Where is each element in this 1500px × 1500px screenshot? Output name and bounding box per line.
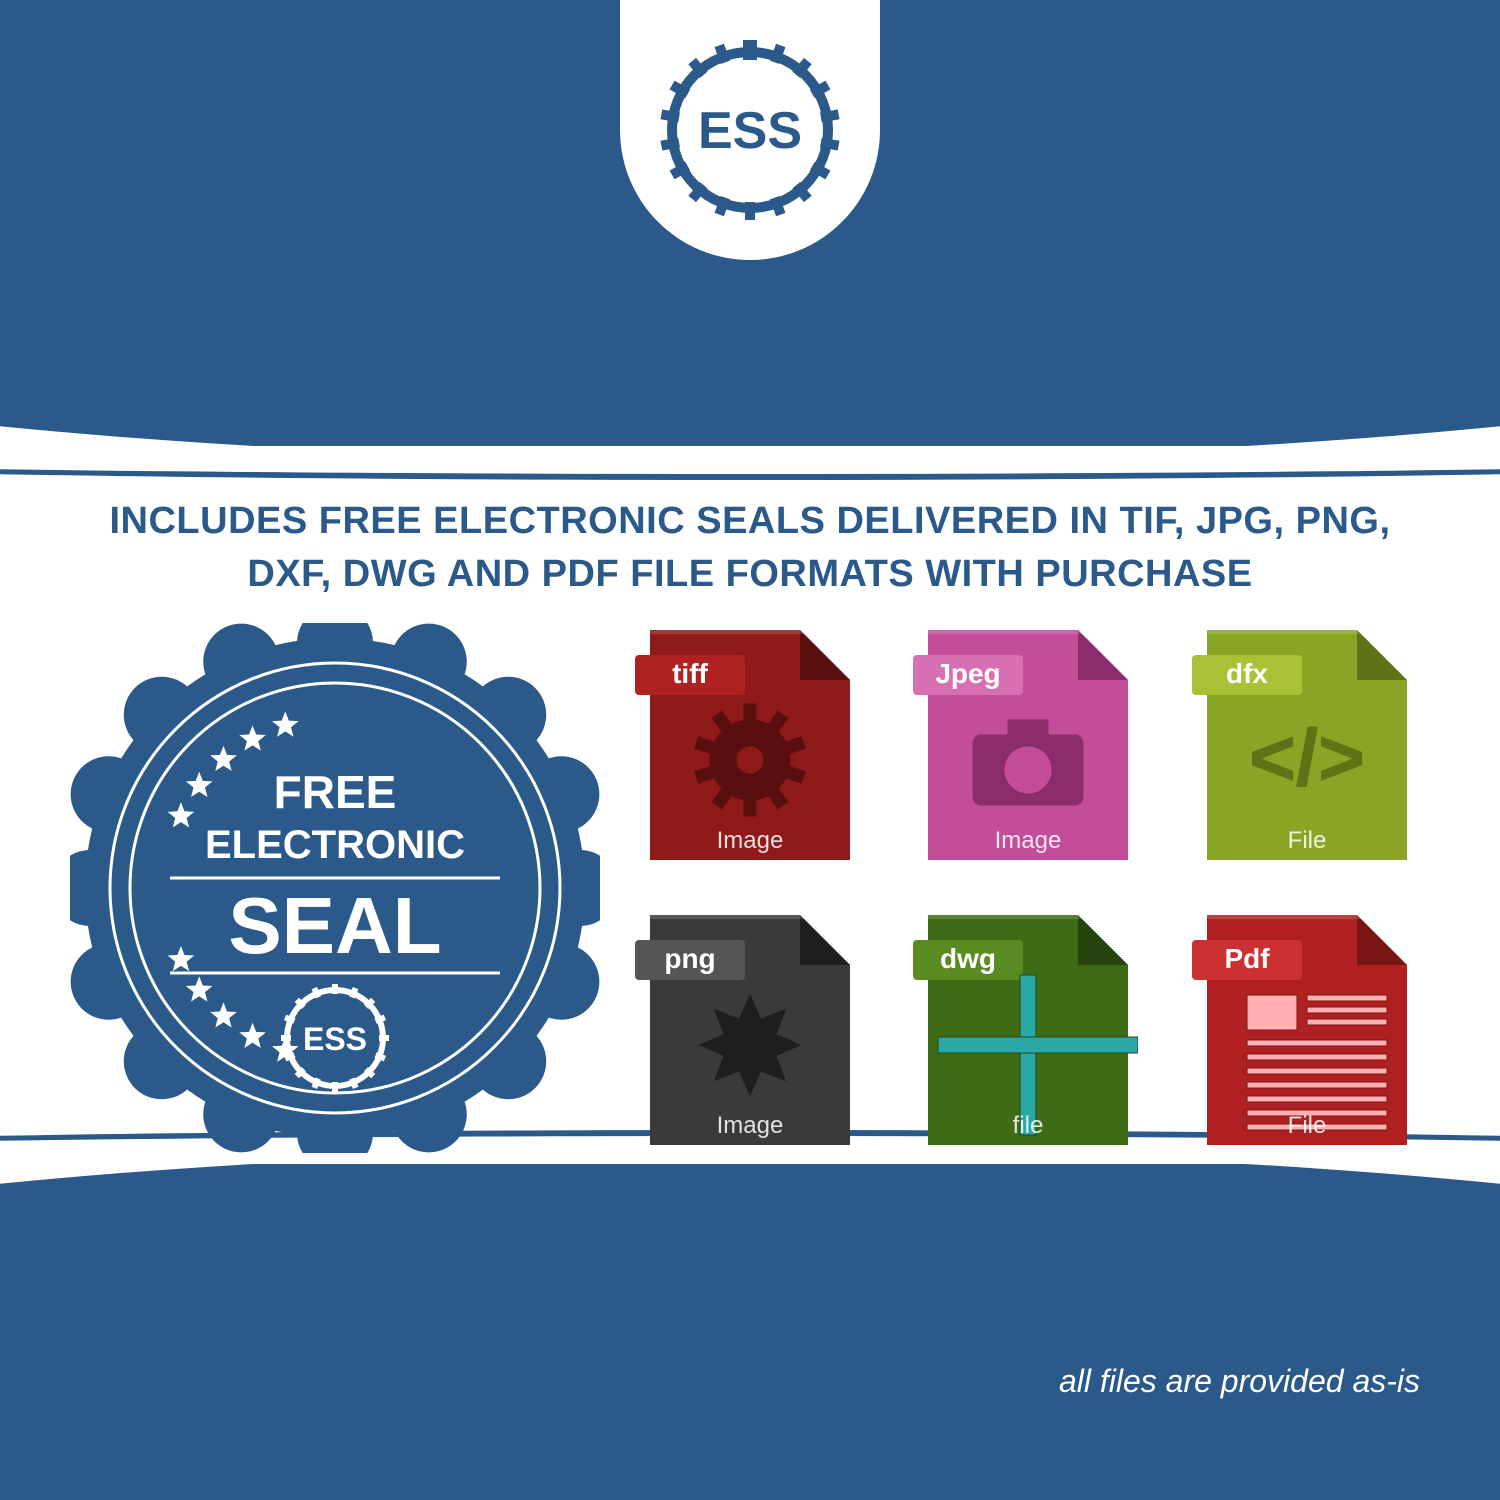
seal-line3: SEAL xyxy=(228,881,441,970)
svg-text:</>: </> xyxy=(1249,713,1365,802)
seal-inner-logo: ESS xyxy=(303,1021,367,1057)
bottom-arc-divider xyxy=(0,1150,1500,1350)
seal-line1: FREE xyxy=(274,766,397,818)
file-tag-label: png xyxy=(664,943,715,974)
file-sub-label: Image xyxy=(995,827,1062,854)
file-icon-tiff: tiff Image xyxy=(630,620,860,870)
free-electronic-seal-badge: FREE ELECTRONIC SEAL ESS xyxy=(70,623,600,1153)
file-sub-label: File xyxy=(1287,1112,1326,1139)
ess-gear-logo: ESS xyxy=(650,30,850,230)
file-icon-png: png Image xyxy=(630,905,860,1155)
file-sub-label: File xyxy=(1287,827,1326,854)
file-icon-dwg: dwg file xyxy=(908,905,1138,1155)
file-icon-pdf: Pdf File xyxy=(1187,905,1417,1155)
ess-logo-text: ESS xyxy=(698,102,802,160)
file-sub-label: file xyxy=(1013,1112,1044,1139)
footnote-text: all files are provided as-is xyxy=(1059,1363,1420,1400)
file-tag-label: dwg xyxy=(940,943,996,974)
headline-text: INCLUDES FREE ELECTRONIC SEALS DELIVERED… xyxy=(80,495,1420,601)
file-icon-jpeg: Jpeg Image xyxy=(908,620,1138,870)
file-sub-label: Image xyxy=(717,827,784,854)
file-icon-dfx: dfx </> File xyxy=(1187,620,1417,870)
file-tag-label: Jpeg xyxy=(936,658,1001,689)
file-tag-label: tiff xyxy=(672,658,708,689)
content-row: FREE ELECTRONIC SEAL ESS tiff Image Jpeg Im… xyxy=(70,620,1430,1155)
file-tag-label: Pdf xyxy=(1224,943,1270,974)
top-arc-divider xyxy=(0,260,1500,460)
ess-logo-badge: ESS xyxy=(620,0,880,260)
file-formats-grid: tiff Image Jpeg Image dfx </> File png Image dwg f… xyxy=(630,620,1430,1155)
file-sub-label: Image xyxy=(717,1112,784,1139)
seal-line2: ELECTRONIC xyxy=(205,823,465,867)
file-tag-label: dfx xyxy=(1226,658,1268,689)
